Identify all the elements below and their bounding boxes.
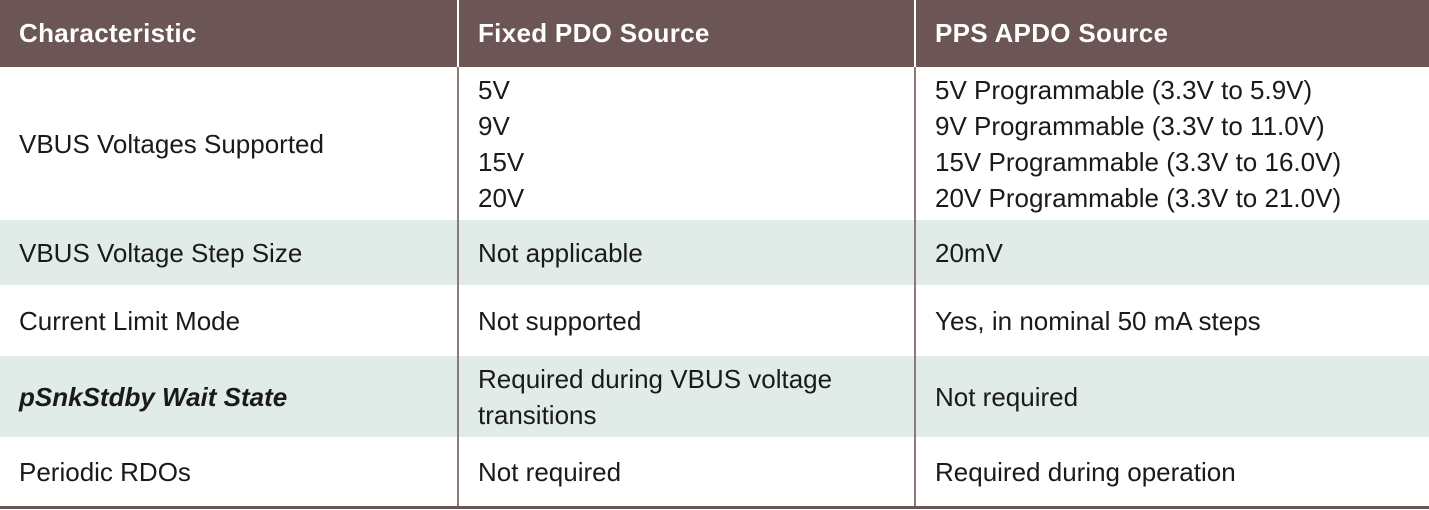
- pps-voltage-line: 9V Programmable (3.3V to 11.0V): [935, 110, 1325, 141]
- cell-characteristic: Current Limit Mode: [19, 305, 241, 336]
- cell-pps-voltages: 5V Programmable (3.3V to 5.9V) 9V Progra…: [914, 67, 1429, 220]
- cell-fixed: Required during VBUS voltage transitions: [457, 356, 915, 437]
- table-row: VBUS Voltages Supported 5V 9V 15V 20V 5V…: [0, 67, 1429, 220]
- fixed-voltage-line: 15V: [478, 146, 525, 177]
- cell-characteristic: VBUS Voltage Step Size: [0, 220, 458, 285]
- cell-characteristic: pSnkStdby Wait State: [0, 356, 458, 437]
- table-body: VBUS Voltages Supported 5V 9V 15V 20V 5V…: [0, 67, 1429, 509]
- cell-pps: Required during operation: [914, 437, 1429, 509]
- header-pps-apdo-source: PPS APDO Source: [914, 0, 1429, 67]
- cell-fixed: Not applicable: [457, 220, 915, 285]
- fixed-voltage-line: 20V: [478, 182, 525, 213]
- fixed-text-line: Required during VBUS voltage: [478, 363, 833, 394]
- fixed-voltage-line: 5V: [478, 74, 510, 105]
- pps-voltage-line: 20V Programmable (3.3V to 21.0V): [935, 182, 1342, 213]
- cell-characteristic: VBUS Voltages Supported: [19, 128, 324, 159]
- cell-characteristic: Periodic RDOs: [0, 437, 458, 509]
- fixed-voltage-line: 9V: [478, 110, 510, 141]
- header-row: Characteristic Fixed PDO Source PPS APDO…: [0, 0, 1429, 67]
- table-row: pSnkStdby Wait State Required during VBU…: [0, 356, 1429, 437]
- cell-fixed: Not required: [457, 437, 915, 509]
- cell-pps: Not required: [914, 356, 1429, 437]
- cell-pps: 20mV: [914, 220, 1429, 285]
- table-row: Current Limit Mode Not supported Yes, in…: [0, 285, 1429, 356]
- cell-fixed: Not supported: [457, 285, 915, 356]
- cell-fixed-voltages: 5V 9V 15V 20V: [457, 67, 915, 220]
- pps-voltage-line: 15V Programmable (3.3V to 16.0V): [935, 146, 1342, 177]
- table-row: VBUS Voltage Step Size Not applicable 20…: [0, 220, 1429, 285]
- table-header: Characteristic Fixed PDO Source PPS APDO…: [0, 0, 1429, 67]
- fixed-text-line: transitions: [478, 399, 597, 430]
- header-characteristic: Characteristic: [0, 0, 458, 67]
- table-row: Periodic RDOs Not required Required duri…: [0, 437, 1429, 509]
- pps-voltage-line: 5V Programmable (3.3V to 5.9V): [935, 74, 1313, 105]
- header-fixed-pdo-source: Fixed PDO Source: [457, 0, 915, 67]
- cell-pps: Yes, in nominal 50 mA steps: [914, 285, 1429, 356]
